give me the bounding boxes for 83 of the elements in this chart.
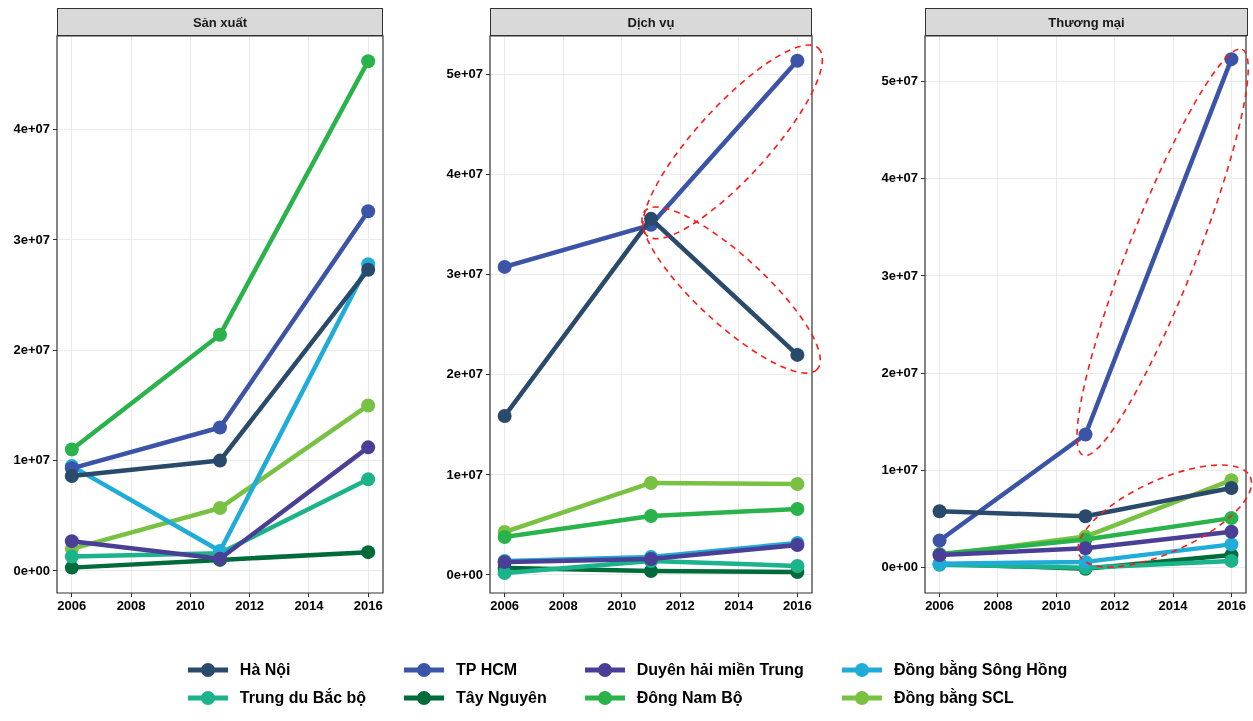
x-tick-label: 2006 bbox=[490, 598, 520, 614]
y-tick-label: 2e+07 bbox=[13, 342, 50, 358]
point bbox=[497, 530, 512, 545]
legend-label: Trung du Bắc bộ bbox=[239, 689, 367, 707]
chart-title: Dịch vụ bbox=[490, 8, 812, 36]
x-tick-label: 2016 bbox=[353, 598, 383, 614]
point bbox=[64, 549, 79, 564]
x-tick-label: 2008 bbox=[983, 598, 1013, 614]
point bbox=[790, 348, 805, 363]
point bbox=[64, 442, 79, 457]
point bbox=[213, 501, 227, 516]
y-tick-label: 5e+07 bbox=[881, 73, 918, 89]
x-tick-label: 2014 bbox=[724, 598, 755, 614]
y-tick-label: 3e+07 bbox=[13, 231, 50, 247]
y-tick-label: 4e+07 bbox=[881, 170, 918, 186]
point bbox=[1078, 509, 1093, 524]
point bbox=[1224, 52, 1239, 67]
point bbox=[213, 420, 227, 435]
y-tick-label: 2e+07 bbox=[881, 365, 918, 380]
legend-label: Đồng bằng Sông Hồng bbox=[893, 661, 1068, 679]
point bbox=[213, 453, 227, 468]
x-tick-label: 2006 bbox=[925, 598, 955, 614]
point bbox=[497, 260, 512, 275]
x-tick-label: 2016 bbox=[782, 598, 812, 614]
x-tick-label: 2008 bbox=[116, 598, 146, 614]
point bbox=[497, 409, 512, 424]
chart-title: Thương mại bbox=[925, 8, 1248, 36]
point bbox=[361, 472, 376, 487]
x-tick-label: 2014 bbox=[294, 598, 325, 614]
x-tick-label: 2010 bbox=[175, 598, 205, 614]
legend-label: Đông Nam Bộ bbox=[636, 689, 743, 707]
point bbox=[790, 477, 805, 492]
point bbox=[1224, 511, 1239, 526]
y-tick-label: 1e+07 bbox=[13, 452, 50, 468]
legend-label: Đồng bằng SCL bbox=[893, 689, 1014, 707]
legend-label: Duyên hải miền Trung bbox=[636, 661, 804, 679]
x-tick-label: 2010 bbox=[1041, 598, 1071, 614]
legend-label: Hà Nội bbox=[239, 661, 291, 679]
point bbox=[1224, 537, 1239, 552]
y-tick-label: 0e+00 bbox=[881, 559, 918, 575]
point bbox=[361, 54, 376, 69]
y-tick-label: 4e+07 bbox=[13, 121, 50, 137]
y-tick-label: 0e+00 bbox=[446, 566, 483, 582]
point bbox=[361, 262, 376, 277]
point bbox=[213, 328, 227, 342]
x-tick-label: 2016 bbox=[1216, 598, 1246, 614]
point bbox=[790, 54, 805, 68]
point bbox=[64, 469, 79, 484]
x-tick-label: 2012 bbox=[235, 598, 265, 614]
x-tick-label: 2014 bbox=[1158, 598, 1189, 614]
legend-label: Tây Nguyên bbox=[456, 689, 547, 707]
point bbox=[64, 534, 79, 549]
y-tick-label: 0e+00 bbox=[13, 562, 50, 578]
x-tick-label: 2010 bbox=[607, 598, 637, 614]
point bbox=[644, 476, 658, 491]
x-tick-label: 2008 bbox=[548, 598, 578, 614]
point bbox=[644, 509, 658, 524]
y-tick-label: 5e+07 bbox=[446, 66, 483, 82]
chart-title: Sản xuất bbox=[57, 8, 383, 36]
point bbox=[361, 398, 376, 413]
point bbox=[790, 559, 805, 574]
point bbox=[1224, 524, 1239, 539]
point bbox=[1078, 541, 1093, 556]
x-tick-label: 2012 bbox=[1100, 598, 1130, 614]
point bbox=[790, 502, 805, 517]
y-tick-label: 1e+07 bbox=[881, 462, 918, 478]
point bbox=[932, 504, 947, 519]
point bbox=[932, 533, 947, 548]
point bbox=[1224, 554, 1239, 569]
y-tick-label: 3e+07 bbox=[446, 266, 483, 282]
x-tick-label: 2006 bbox=[57, 598, 87, 614]
y-tick-label: 4e+07 bbox=[446, 166, 483, 182]
point bbox=[361, 545, 376, 560]
y-tick-label: 2e+07 bbox=[446, 366, 483, 382]
point bbox=[644, 212, 658, 227]
point bbox=[1224, 481, 1239, 496]
y-tick-label: 3e+07 bbox=[881, 267, 918, 283]
legend-label: TP HCM bbox=[456, 661, 518, 679]
y-tick-label: 1e+07 bbox=[446, 466, 483, 482]
point bbox=[361, 204, 376, 219]
x-tick-label: 2012 bbox=[665, 598, 695, 614]
point bbox=[361, 440, 376, 455]
point bbox=[1078, 427, 1093, 442]
